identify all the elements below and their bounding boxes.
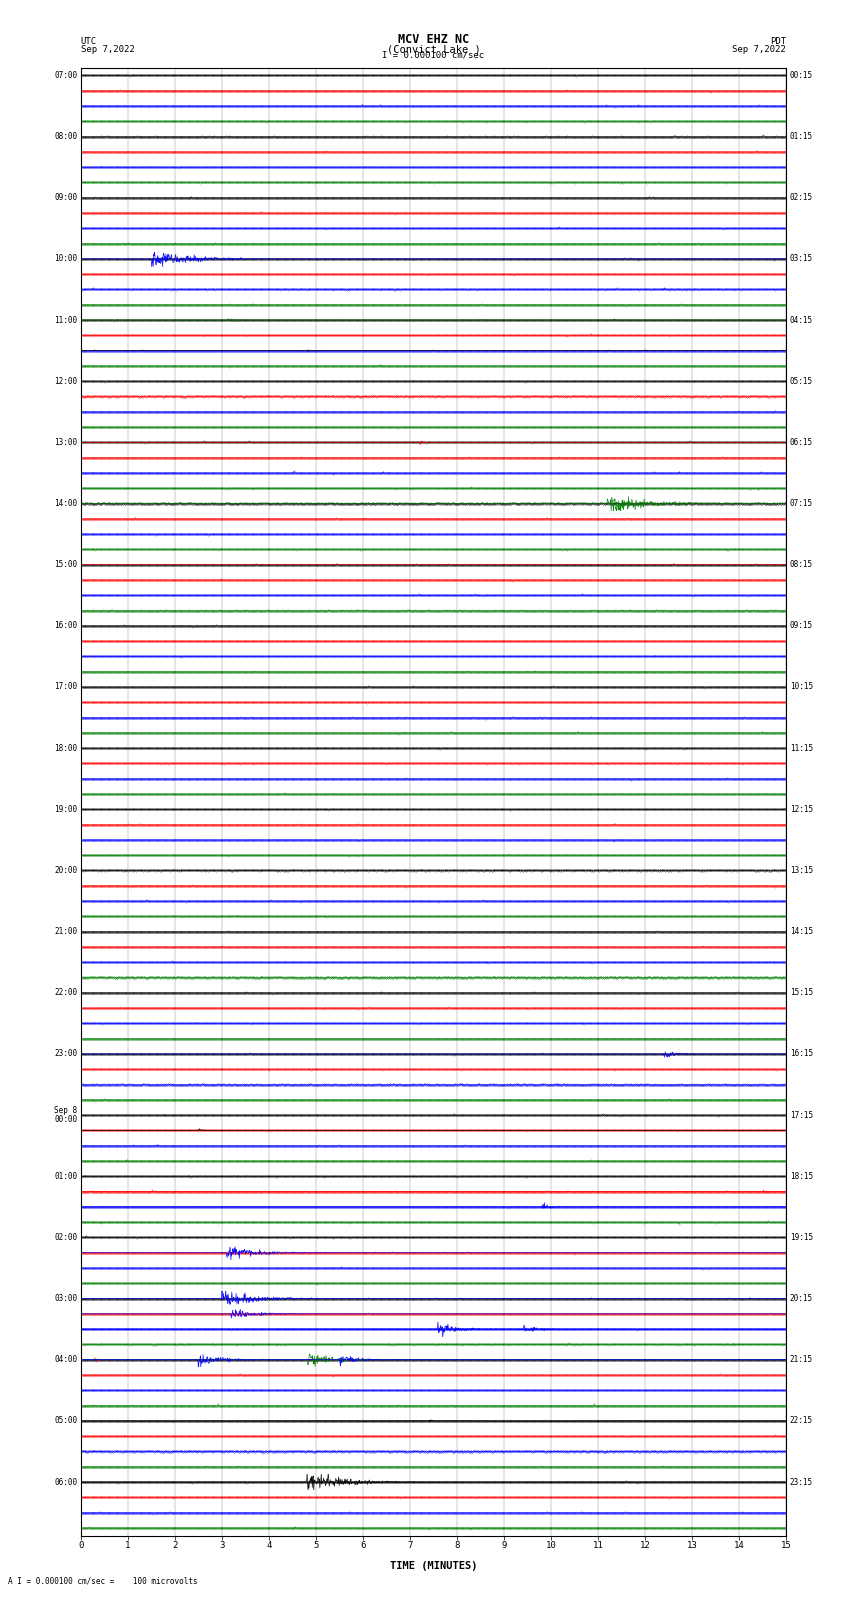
Text: 07:15: 07:15: [790, 498, 813, 508]
Text: 09:15: 09:15: [790, 621, 813, 631]
Text: 13:15: 13:15: [790, 866, 813, 874]
Text: 10:00: 10:00: [54, 255, 77, 263]
Text: 23:00: 23:00: [54, 1050, 77, 1058]
Text: 01:15: 01:15: [790, 132, 813, 140]
Text: 21:15: 21:15: [790, 1355, 813, 1365]
Text: 06:00: 06:00: [54, 1478, 77, 1487]
Text: 07:00: 07:00: [54, 71, 77, 81]
Text: 23:15: 23:15: [790, 1478, 813, 1487]
Text: 20:00: 20:00: [54, 866, 77, 874]
Text: 02:15: 02:15: [790, 194, 813, 202]
Text: MCV EHZ NC: MCV EHZ NC: [398, 32, 469, 45]
Text: 22:00: 22:00: [54, 989, 77, 997]
Text: Sep 8
00:00: Sep 8 00:00: [54, 1107, 77, 1124]
Text: 18:15: 18:15: [790, 1171, 813, 1181]
Text: 20:15: 20:15: [790, 1294, 813, 1303]
Text: 12:15: 12:15: [790, 805, 813, 815]
Text: 22:15: 22:15: [790, 1416, 813, 1426]
Text: TIME (MINUTES): TIME (MINUTES): [390, 1561, 477, 1571]
Text: 16:00: 16:00: [54, 621, 77, 631]
Text: 15:15: 15:15: [790, 989, 813, 997]
Text: A I = 0.000100 cm/sec =    100 microvolts: A I = 0.000100 cm/sec = 100 microvolts: [8, 1576, 198, 1586]
Text: 08:15: 08:15: [790, 560, 813, 569]
Text: (Convict Lake ): (Convict Lake ): [387, 44, 480, 53]
Text: 14:15: 14:15: [790, 927, 813, 936]
Text: 05:00: 05:00: [54, 1416, 77, 1426]
Text: UTC: UTC: [81, 37, 97, 45]
Text: 01:00: 01:00: [54, 1171, 77, 1181]
Text: 11:00: 11:00: [54, 316, 77, 324]
Text: 00:15: 00:15: [790, 71, 813, 81]
Text: 19:15: 19:15: [790, 1232, 813, 1242]
Text: 21:00: 21:00: [54, 927, 77, 936]
Text: 09:00: 09:00: [54, 194, 77, 202]
Text: 11:15: 11:15: [790, 744, 813, 753]
Text: PDT: PDT: [770, 37, 786, 45]
Text: 10:15: 10:15: [790, 682, 813, 692]
Text: 12:00: 12:00: [54, 377, 77, 386]
Text: 13:00: 13:00: [54, 437, 77, 447]
Text: Sep 7,2022: Sep 7,2022: [733, 45, 786, 53]
Text: 14:00: 14:00: [54, 498, 77, 508]
Text: 06:15: 06:15: [790, 437, 813, 447]
Text: 03:00: 03:00: [54, 1294, 77, 1303]
Text: 04:15: 04:15: [790, 316, 813, 324]
Text: 03:15: 03:15: [790, 255, 813, 263]
Text: 16:15: 16:15: [790, 1050, 813, 1058]
Text: 17:00: 17:00: [54, 682, 77, 692]
Text: 02:00: 02:00: [54, 1232, 77, 1242]
Text: 04:00: 04:00: [54, 1355, 77, 1365]
Text: 08:00: 08:00: [54, 132, 77, 140]
Text: 05:15: 05:15: [790, 377, 813, 386]
Text: 17:15: 17:15: [790, 1111, 813, 1119]
Text: 15:00: 15:00: [54, 560, 77, 569]
Text: I = 0.000100 cm/sec: I = 0.000100 cm/sec: [382, 50, 484, 60]
Text: 18:00: 18:00: [54, 744, 77, 753]
Text: 19:00: 19:00: [54, 805, 77, 815]
Text: Sep 7,2022: Sep 7,2022: [81, 45, 134, 53]
